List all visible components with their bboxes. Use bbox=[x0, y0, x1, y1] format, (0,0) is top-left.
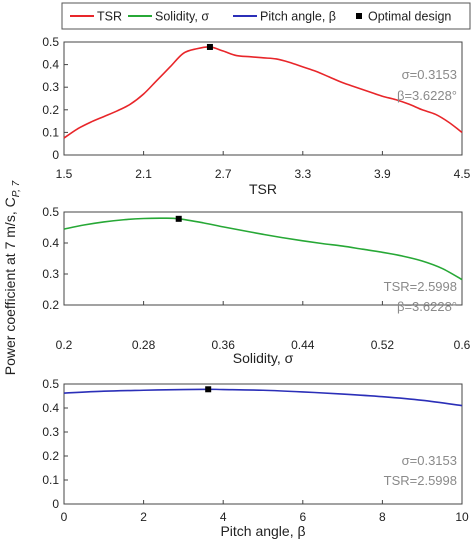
solidity-x-tick-label: 0.44 bbox=[291, 338, 315, 352]
tsr-plot-frame bbox=[63, 41, 463, 156]
legend-marker-optimal bbox=[356, 13, 362, 19]
pitch-x-tick-label: 2 bbox=[140, 510, 147, 524]
pitch-x-tick-label: 0 bbox=[61, 510, 68, 524]
solidity-x-axis-label: Solidity, σ bbox=[233, 350, 294, 366]
tsr-series-line bbox=[63, 46, 463, 139]
shared-y-axis-label: Power coefficient at 7 m/s, CP, 7 bbox=[2, 180, 22, 375]
solidity-panel: 0.2 0.3 0.4 0.5 0.2 0.28 0.36 0.44 0.52 0.6 Solidi… bbox=[42, 205, 470, 366]
tsr-x-tick-label: 2.7 bbox=[215, 167, 232, 181]
pitch-y-tick-label: 0.4 bbox=[42, 401, 59, 415]
pitch-annotation-line: TSR=2.5998 bbox=[384, 473, 457, 488]
tsr-x-tick-label: 4.5 bbox=[454, 167, 471, 181]
pitch-x-tick-label: 8 bbox=[379, 510, 386, 524]
tsr-annotation-line: β=3.6228° bbox=[397, 88, 457, 103]
tsr-x-tick-label: 2.1 bbox=[135, 167, 152, 181]
pitch-x-tick-label: 4 bbox=[220, 510, 227, 524]
legend-label-solidity: Solidity, σ bbox=[155, 10, 209, 24]
pitch-x-axis-label: Pitch angle, β bbox=[220, 523, 305, 539]
solidity-x-tick-label: 0.28 bbox=[132, 338, 156, 352]
tsr-y-tick-label: 0.1 bbox=[42, 125, 59, 139]
tsr-y-tick-label: 0 bbox=[52, 148, 59, 162]
solidity-y-tick-label: 0.2 bbox=[42, 298, 59, 312]
pitch-optimal-marker bbox=[205, 386, 212, 393]
tsr-x-tick-label: 3.9 bbox=[374, 167, 391, 181]
pitch-y-tick-label: 0.2 bbox=[42, 449, 59, 463]
solidity-annotation-line: TSR=2.5998 bbox=[384, 279, 457, 294]
solidity-optimal-marker bbox=[175, 215, 182, 222]
solidity-y-tick-label: 0.3 bbox=[42, 267, 59, 281]
solidity-series-line bbox=[63, 217, 463, 281]
tsr-y-tick-label: 0.3 bbox=[42, 80, 59, 94]
tsr-panel: 0 0.1 0.2 0.3 0.4 0.5 1.5 2.1 2.7 3.3 3.9 4.5 TSR σ=0… bbox=[42, 35, 470, 197]
legend-label-pitch: Pitch angle, β bbox=[260, 10, 336, 24]
pitch-plot-frame bbox=[63, 383, 463, 505]
tsr-x-axis-label: TSR bbox=[249, 181, 277, 197]
pitch-y-tick-label: 0.1 bbox=[42, 473, 59, 487]
pitch-y-tick-label: 0 bbox=[52, 497, 59, 511]
tsr-y-tick-label: 0.2 bbox=[42, 103, 59, 117]
legend-label-tsr: TSR bbox=[97, 10, 122, 24]
pitch-series-line bbox=[63, 388, 463, 407]
solidity-y-tick-label: 0.5 bbox=[42, 205, 59, 219]
solidity-annotation-line: β=3.6228° bbox=[397, 299, 457, 314]
legend-label-optimal: Optimal design bbox=[368, 10, 451, 24]
tsr-x-tick-label: 3.3 bbox=[294, 167, 311, 181]
legend: TSR Solidity, σ Pitch angle, β Optimal d… bbox=[61, 2, 471, 30]
solidity-y-tick-label: 0.4 bbox=[42, 236, 59, 250]
tsr-x-tick-label: 1.5 bbox=[56, 167, 73, 181]
pitch-x-tick-label: 10 bbox=[455, 510, 469, 524]
tsr-y-tick-label: 0.5 bbox=[42, 35, 59, 49]
solidity-x-tick-label: 0.52 bbox=[371, 338, 395, 352]
tsr-annotation-line: σ=0.3153 bbox=[402, 67, 457, 82]
solidity-plot-frame bbox=[63, 211, 463, 306]
pitch-y-tick-label: 0.3 bbox=[42, 425, 59, 439]
pitch-x-tick-label: 6 bbox=[299, 510, 306, 524]
pitch-angle-panel: 0 0.1 0.2 0.3 0.4 0.5 0 2 4 6 8 10 Pitch angle, β σ=0… bbox=[42, 377, 469, 539]
tsr-y-tick-label: 0.4 bbox=[42, 58, 59, 72]
pitch-annotation-line: σ=0.3153 bbox=[402, 453, 457, 468]
pitch-y-tick-label: 0.5 bbox=[42, 377, 59, 391]
solidity-x-tick-label: 0.36 bbox=[212, 338, 236, 352]
tsr-optimal-marker bbox=[206, 43, 213, 50]
solidity-x-tick-label: 0.2 bbox=[56, 338, 73, 352]
solidity-x-tick-label: 0.6 bbox=[454, 338, 471, 352]
